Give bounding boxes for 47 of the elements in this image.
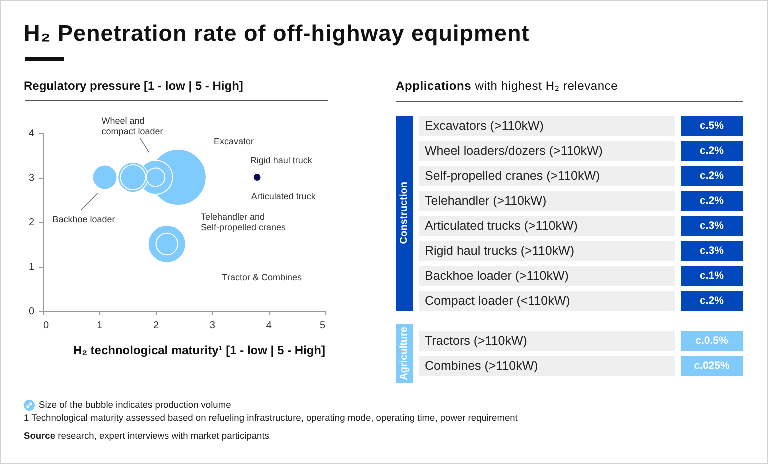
value-badge: c.1% <box>681 266 743 286</box>
x-tick-label: 1 <box>97 320 104 332</box>
label-cell: Telehandler (>110kW) <box>419 191 675 211</box>
label-cell: Rigid haul trucks (>110kW) <box>419 241 675 261</box>
text: 1 Technological maturity assessed based on refueling infrastructure, operating mode, operating time, power requirement <box>24 412 518 424</box>
x-tick-label: 5 <box>320 320 326 332</box>
value-badge: c.2% <box>681 166 743 186</box>
value-badge: c.0.5% <box>681 331 743 352</box>
label-cell: Articulated trucks (>110kW) <box>419 216 675 236</box>
annotation: Tractor & Combines <box>222 272 302 282</box>
y-tick-label: 3 <box>28 173 35 184</box>
label-cell: Backhoe loader (>110kW) <box>419 266 675 286</box>
annotation: Articulated truck <box>251 192 316 202</box>
x-tick-label: 4 <box>266 320 272 332</box>
source-note: Source research, expert interviews with market participants <box>24 430 270 443</box>
label-cell: Self-propelled cranes (>110kW) <box>419 166 675 186</box>
value-badge: c.025% <box>681 356 743 376</box>
text: Applications with highest H₂ relevance <box>396 79 620 93</box>
label-cell: Compact loader (<110kW) <box>419 291 675 311</box>
x-axis-title: H₂ technological maturity¹ [1 - low | 5 - High] <box>73 344 326 358</box>
annotation: Rigid haul truck <box>250 156 313 166</box>
y-tick-label: 2 <box>28 218 35 228</box>
group-bar: Agriculture <box>396 324 413 384</box>
value-badge: c.2% <box>681 291 743 311</box>
value-badge: c.2% <box>681 141 743 161</box>
y-tick-label: 4 <box>28 128 35 140</box>
label-cell: Tractors (>110kW) <box>419 331 675 352</box>
label-cell: Wheel loaders/dozers (>110kW) <box>419 141 675 161</box>
value-badge: c.2% <box>681 191 743 211</box>
label-cell: Combines (>110kW) <box>419 356 675 376</box>
y-axis-title: Regulatory pressure [1 - low | 5 - High] <box>24 79 244 93</box>
group-bar: Construction <box>396 116 413 311</box>
annotation: Wheel and compact loader <box>102 116 164 136</box>
text: Size of the bubble indicates production volume <box>39 399 232 412</box>
value-badge: c.3% <box>681 216 743 236</box>
value-badge: c.5% <box>681 116 743 136</box>
label-cell: Excavators (>110kW) <box>419 116 675 136</box>
y-tick-label: 0 <box>28 306 35 318</box>
x-tick-label: 0 <box>44 320 50 332</box>
annotation: Excavator <box>214 136 254 146</box>
annotation: Backhoe loader <box>52 214 116 225</box>
annotation: Telehandler and Self-propelled cranes <box>201 212 287 232</box>
x-tick-label: 2 <box>154 320 160 332</box>
y-tick-label: 1 <box>28 262 35 273</box>
chart-title: H₂ Penetration rate of off-highway equipment <box>24 21 530 46</box>
x-tick-label: 3 <box>210 320 216 332</box>
value-badge: c.3% <box>681 241 743 261</box>
